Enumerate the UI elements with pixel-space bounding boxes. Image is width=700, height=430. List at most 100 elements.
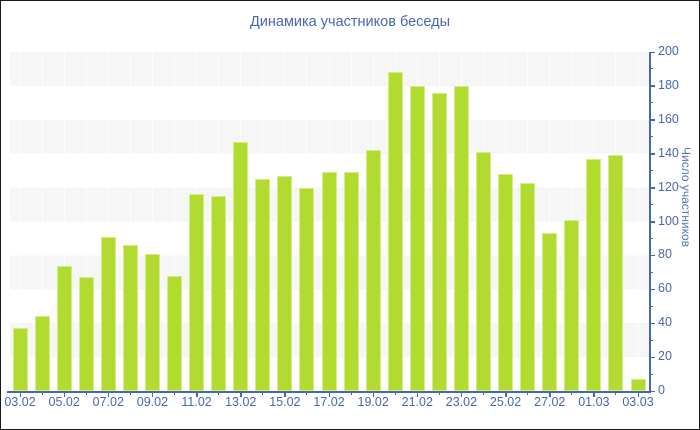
- vertical-gridline: [19, 52, 21, 391]
- x-minor-tick-28.02: [571, 392, 573, 395]
- y-minor-tick-170: [649, 102, 653, 104]
- x-axis-label-21.02: 21.02: [401, 395, 433, 409]
- y-axis-label-180: 180: [658, 77, 679, 92]
- x-major-tick-03.03: [637, 392, 639, 397]
- y-major-tick-100: [649, 221, 655, 223]
- x-major-tick-07.02: [107, 392, 110, 397]
- x-axis-label-27.02: 27.02: [534, 395, 566, 409]
- y-axis-label-200: 200: [658, 44, 679, 58]
- x-minor-tick-22.02: [438, 392, 440, 395]
- x-minor-tick-20.02: [394, 392, 396, 395]
- bar-18.02: [343, 172, 359, 391]
- y-axis-label-140: 140: [658, 145, 679, 160]
- y-axis-label-0: 0: [658, 383, 665, 397]
- y-axis-label-160: 160: [658, 111, 679, 126]
- y-major-tick-160: [649, 119, 655, 121]
- bar-03.02: [12, 328, 28, 391]
- x-major-tick-27.02: [549, 392, 551, 397]
- vertical-gridline: [107, 52, 109, 391]
- y-axis-label-60: 60: [658, 281, 672, 296]
- x-major-tick-21.02: [416, 392, 419, 397]
- x-axis-label-01.03: 01.03: [578, 395, 610, 409]
- vertical-gridline: [151, 52, 153, 391]
- y-major-tick-140: [649, 153, 655, 155]
- bar-11.02: [189, 194, 205, 391]
- x-minor-tick-26.02: [527, 392, 529, 395]
- x-minor-tick-24.02: [483, 392, 484, 395]
- x-major-tick-15.02: [284, 392, 286, 397]
- y-major-tick-40: [649, 322, 655, 325]
- bar-04.02: [34, 316, 50, 391]
- bar-24.02: [476, 152, 491, 391]
- x-axis-line: [7, 391, 651, 393]
- x-minor-tick-14.02: [262, 392, 264, 395]
- x-minor-tick-02.03: [615, 392, 617, 395]
- y-axis-label-120: 120: [658, 179, 679, 194]
- bar-03.03: [630, 379, 646, 391]
- x-minor-tick-06.02: [85, 392, 87, 395]
- y-minor-tick-150: [649, 136, 653, 138]
- vertical-gridline: [174, 52, 175, 391]
- y-minor-tick-90: [649, 237, 653, 239]
- bar-15.02: [277, 175, 293, 391]
- x-major-tick-11.02: [196, 392, 198, 397]
- x-major-tick-01.03: [593, 392, 595, 397]
- y-axis-title: Число участников: [679, 147, 693, 248]
- bar-27.02: [542, 233, 558, 391]
- x-major-tick-05.02: [63, 392, 66, 397]
- x-major-tick-03.02: [19, 392, 21, 397]
- bar-01.03: [586, 158, 602, 391]
- x-axis-label-11.02: 11.02: [181, 395, 212, 409]
- bar-10.02: [167, 275, 182, 391]
- x-axis-label-17.02: 17.02: [313, 395, 345, 409]
- y-minor-tick-190: [649, 68, 653, 70]
- x-axis-label-03.02: 03.02: [4, 395, 36, 409]
- x-axis-label-15.02: 15.02: [269, 395, 301, 409]
- bar-16.02: [299, 187, 315, 391]
- x-major-tick-17.02: [328, 392, 330, 397]
- x-major-tick-09.02: [151, 392, 154, 397]
- x-axis-label-13.02: 13.02: [225, 395, 257, 409]
- bar-28.02: [564, 219, 580, 391]
- y-major-tick-20: [649, 356, 655, 359]
- y-axis-label-80: 80: [658, 247, 672, 262]
- bar-13.02: [233, 141, 249, 391]
- x-axis-label-23.02: 23.02: [445, 395, 478, 409]
- y-axis-label-40: 40: [658, 315, 672, 330]
- bar-12.02: [211, 196, 227, 391]
- y-major-tick-200: [649, 51, 655, 53]
- bar-17.02: [321, 172, 337, 391]
- bar-05.02: [56, 265, 72, 391]
- bar-09.02: [144, 253, 160, 391]
- x-axis-label-25.02: 25.02: [489, 395, 522, 409]
- y-axis-label-20: 20: [658, 349, 672, 364]
- bar-07.02: [100, 236, 116, 391]
- x-axis-label-03.03: 03.03: [622, 395, 654, 409]
- y-minor-tick-70: [649, 271, 653, 273]
- vertical-gridline: [129, 52, 131, 391]
- x-minor-tick-16.02: [306, 392, 308, 395]
- y-minor-tick-110: [649, 204, 653, 206]
- y-major-tick-60: [649, 288, 655, 291]
- y-minor-tick-10: [649, 373, 653, 375]
- y-minor-tick-130: [649, 170, 653, 172]
- y-minor-tick-30: [649, 339, 653, 341]
- x-axis-label-07.02: 07.02: [92, 395, 124, 409]
- bar-20.02: [387, 72, 403, 391]
- x-axis-label-05.02: 05.02: [48, 395, 80, 409]
- bar-02.03: [608, 155, 624, 391]
- bar-26.02: [520, 182, 536, 391]
- y-major-tick-180: [649, 85, 655, 87]
- x-minor-tick-10.02: [174, 392, 175, 395]
- bar-23.02: [453, 85, 469, 391]
- x-axis-label-19.02: 19.02: [357, 395, 389, 409]
- bar-25.02: [498, 174, 514, 391]
- x-major-tick-19.02: [372, 392, 375, 397]
- x-major-tick-25.02: [505, 392, 507, 397]
- x-major-tick-23.02: [460, 392, 463, 397]
- chart-title: Динамика участников беседы: [249, 14, 451, 30]
- x-minor-tick-04.02: [41, 392, 43, 395]
- bar-21.02: [409, 85, 425, 391]
- x-minor-tick-18.02: [350, 392, 352, 395]
- plot-area: [10, 52, 649, 391]
